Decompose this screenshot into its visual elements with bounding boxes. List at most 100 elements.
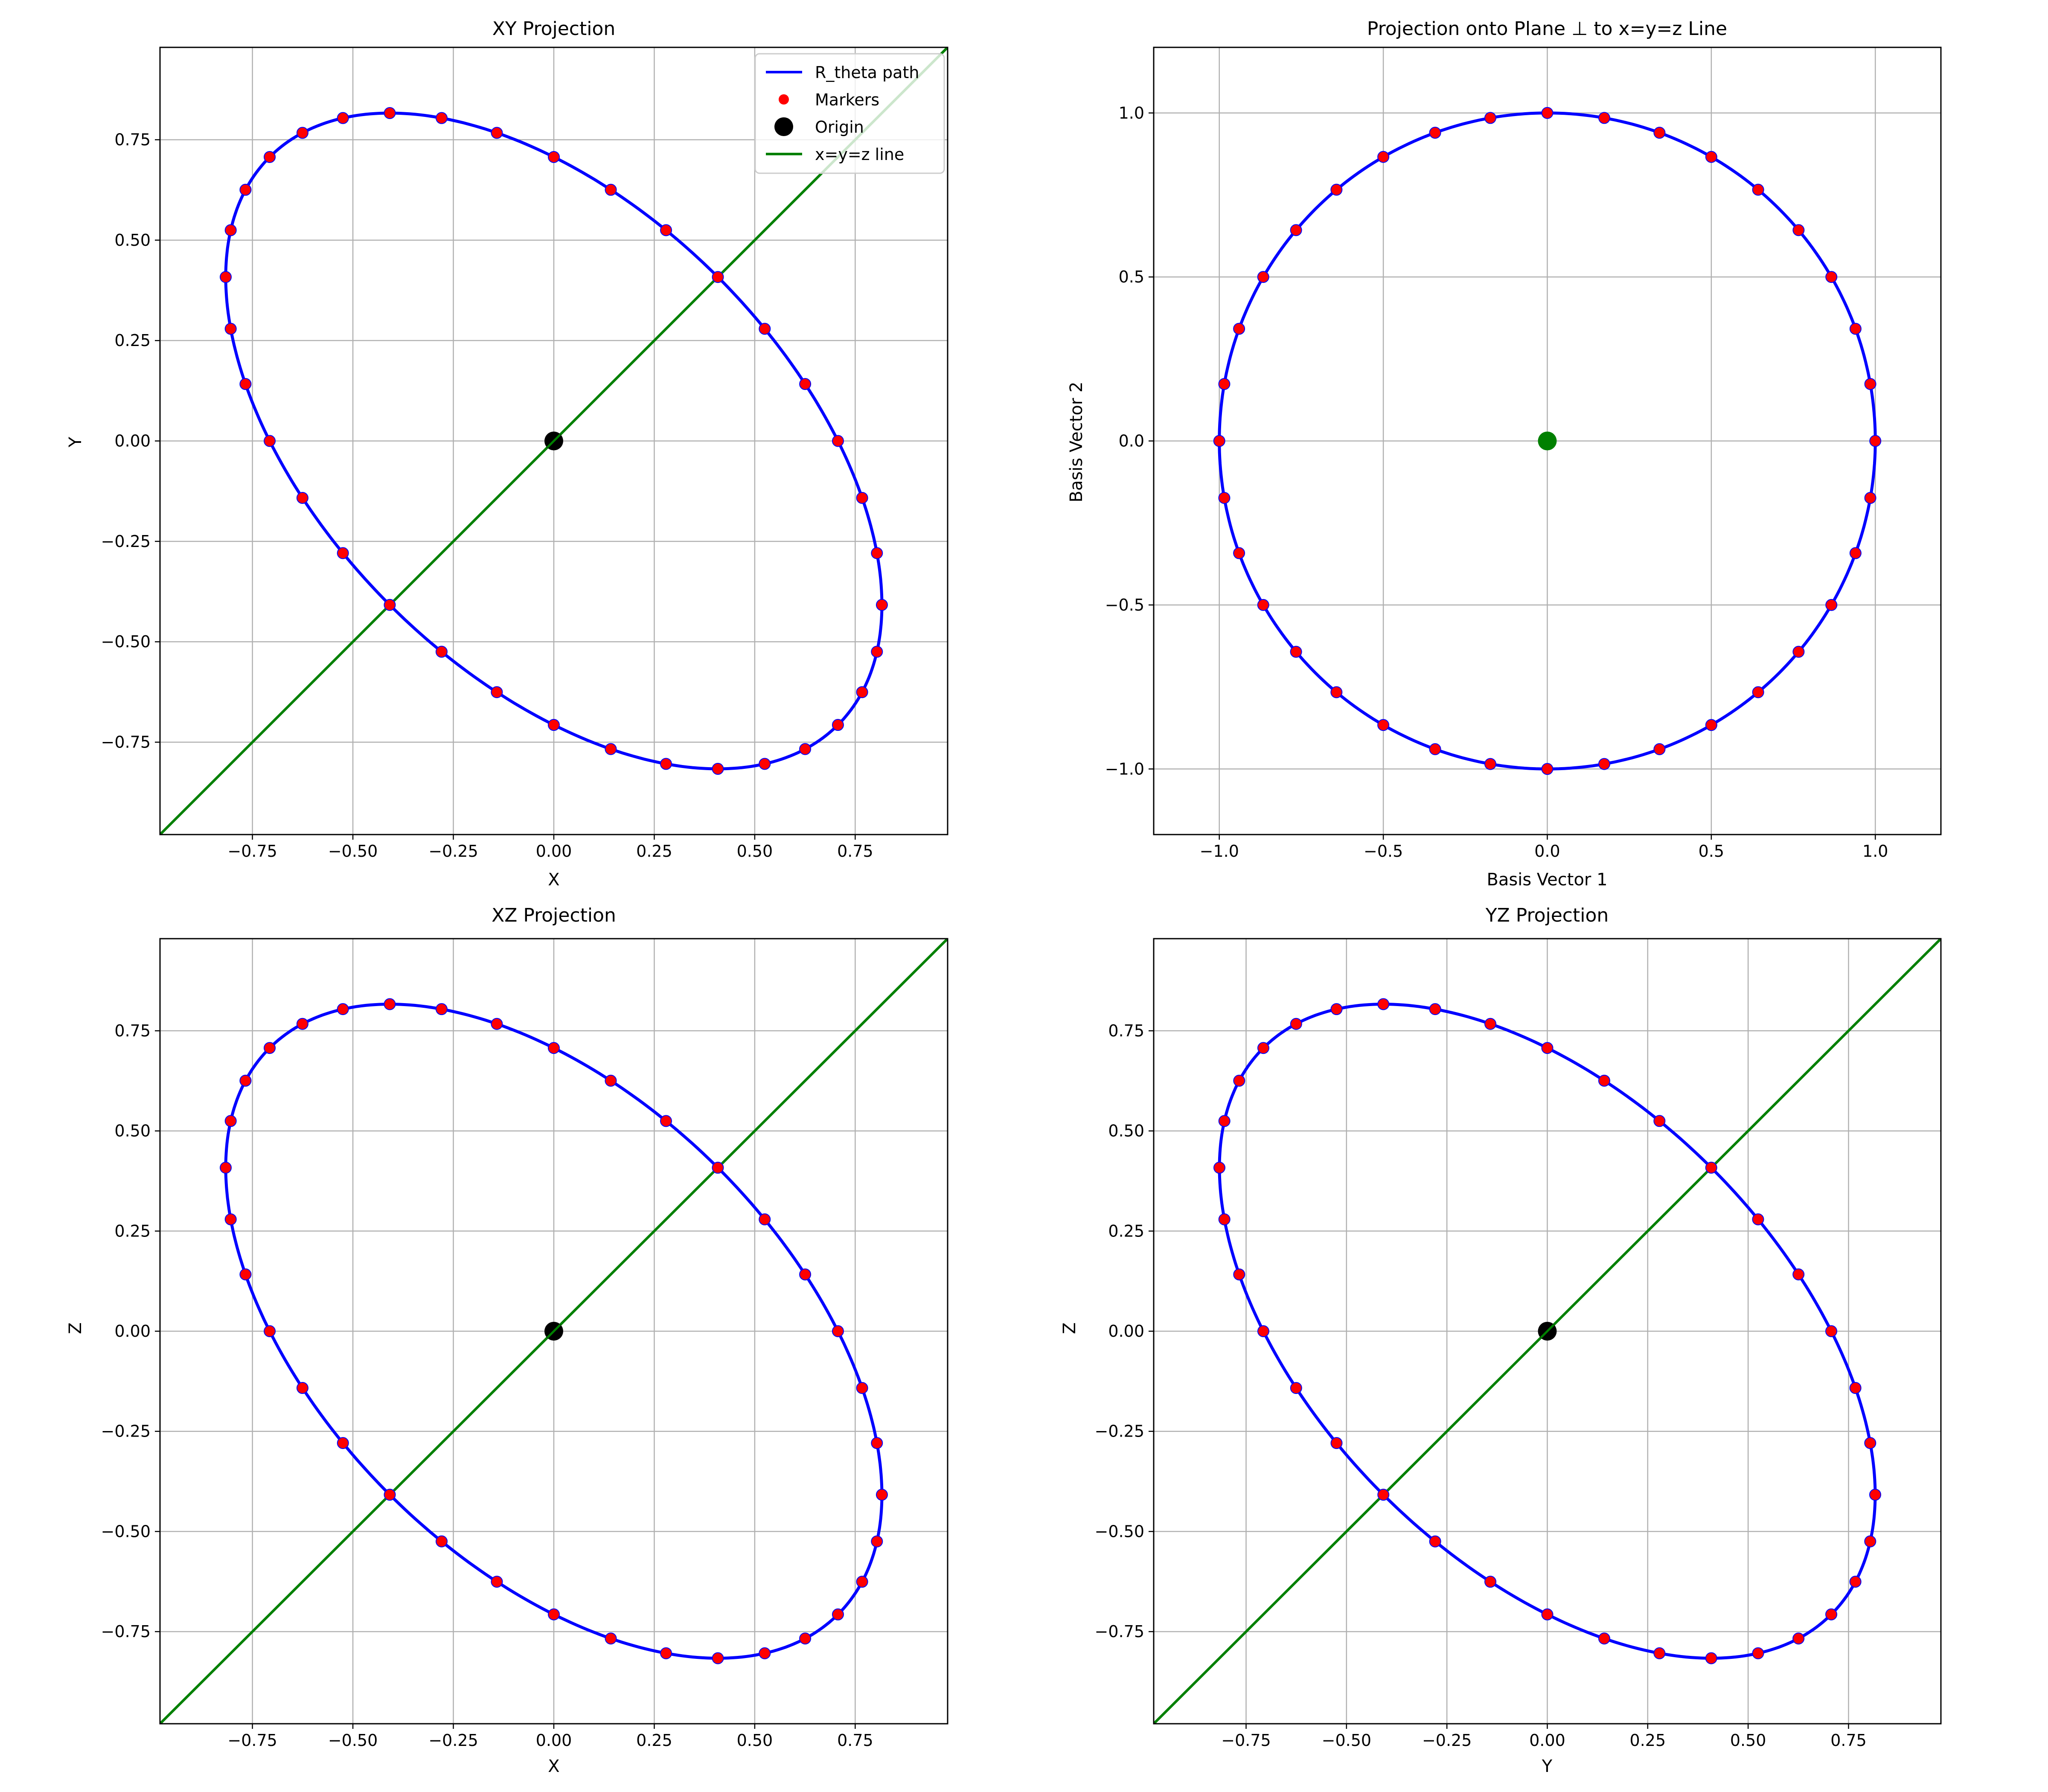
panel-xy: XY Projection −0.75 −0.50 −0.25 0.00 0.25 0.5… <box>66 18 948 890</box>
x-tick-label: −0.75 <box>227 1731 277 1750</box>
marker-point <box>1541 1608 1553 1620</box>
marker-point <box>1849 323 1862 335</box>
marker-point <box>1290 1382 1302 1394</box>
marker-point <box>1257 599 1269 611</box>
marker-point <box>660 758 672 770</box>
marker-point <box>1598 1074 1610 1087</box>
y-tick-label: 1.0 <box>1119 104 1144 122</box>
marker-point <box>1705 1161 1717 1174</box>
x-tick-label: −0.5 <box>1364 842 1403 861</box>
marker-point <box>712 1652 724 1664</box>
marker-point <box>1752 183 1764 196</box>
marker-point <box>1825 599 1838 611</box>
marker-point <box>1484 112 1497 124</box>
x-tick-label: −1.0 <box>1200 842 1239 861</box>
marker-point <box>548 151 560 163</box>
marker-point <box>1290 224 1302 236</box>
y-tick-label: 0.25 <box>1108 1222 1144 1240</box>
marker-point <box>1825 271 1838 283</box>
x-axis-label: X <box>548 1757 559 1776</box>
y-ticks: −0.75 −0.50 −0.25 0.00 0.25 0.50 0.75 <box>101 131 160 751</box>
x-tick-label: 0.75 <box>1830 1731 1867 1750</box>
legend-entry-line: x=y=z line <box>815 145 904 164</box>
marker-point <box>1705 151 1717 163</box>
y-tick-label: 0.50 <box>1108 1122 1144 1140</box>
panel-xz: XZ Projection −0.75 −0.50 −0.25 0.00 0.25 0.5… <box>66 905 948 1776</box>
y-tick-label: −0.25 <box>101 1422 151 1441</box>
marker-point <box>856 686 868 698</box>
marker-point <box>384 107 396 119</box>
marker-point <box>871 1437 883 1449</box>
marker-point <box>1541 763 1553 775</box>
series <box>160 47 948 835</box>
marker-point <box>436 112 448 124</box>
marker-point <box>1484 1018 1497 1030</box>
marker-point <box>605 743 617 755</box>
marker-point <box>1541 1042 1553 1054</box>
y-tick-label: 0.25 <box>114 1222 151 1240</box>
x-tick-label: 0.75 <box>837 1731 873 1750</box>
marker-point <box>1825 1325 1838 1337</box>
marker-point <box>296 1382 308 1394</box>
x-axis-label: X <box>548 870 559 890</box>
y-axis-label: Y <box>66 436 85 448</box>
marker-point <box>876 1489 888 1501</box>
y-tick-label: 0.50 <box>114 1122 151 1140</box>
marker-point <box>1598 112 1610 124</box>
marker-point <box>1849 1382 1862 1394</box>
marker-point <box>224 1213 237 1225</box>
origin-line-overlay <box>547 1324 561 1338</box>
axes-frame <box>1153 47 1942 835</box>
x-tick-label: 0.5 <box>1699 842 1724 861</box>
marker-point <box>1429 743 1441 755</box>
x-tick-label: 0.25 <box>1630 1731 1666 1750</box>
marker-point <box>1218 1213 1231 1225</box>
y-tick-label: −0.50 <box>1095 1522 1144 1541</box>
legend-markers-swatch <box>779 94 789 105</box>
marker-point <box>296 1018 308 1030</box>
marker-point <box>759 758 771 770</box>
x-tick-label: −0.25 <box>428 1731 478 1750</box>
marker-point <box>1825 1608 1838 1620</box>
y-tick-label: −0.25 <box>101 532 151 551</box>
x-ticks: −0.75 −0.50 −0.25 0.00 0.25 0.50 0.75 <box>227 835 873 861</box>
marker-point <box>337 1003 349 1015</box>
x-tick-label: 0.50 <box>737 1731 773 1750</box>
marker-point <box>1752 686 1764 698</box>
marker-point <box>605 1074 617 1087</box>
legend-entry-markers: Markers <box>815 90 879 109</box>
x-tick-label: 0.0 <box>1534 842 1560 861</box>
marker-point <box>435 1003 448 1015</box>
y-axis-label: Z <box>1060 1322 1079 1334</box>
marker-point <box>871 547 883 559</box>
marker-point <box>1792 1268 1805 1280</box>
marker-point <box>1484 758 1497 770</box>
marker-point <box>1653 1647 1666 1659</box>
marker-point <box>264 435 276 447</box>
marker-point <box>1290 646 1302 658</box>
marker-point <box>296 127 308 139</box>
marker-point <box>491 127 503 139</box>
legend-entry-origin: Origin <box>815 118 864 137</box>
marker-point <box>832 435 844 447</box>
y-tick-label: 0.5 <box>1119 268 1144 286</box>
y-ticks: −0.75 −0.50 −0.25 0.00 0.25 0.50 0.75 <box>101 1021 160 1641</box>
marker-point <box>547 1042 560 1054</box>
marker-point <box>660 1647 672 1659</box>
series <box>1213 107 1882 775</box>
marker-point <box>1869 1489 1881 1501</box>
marker-point <box>224 224 237 236</box>
marker-point <box>1330 183 1343 196</box>
marker-point <box>871 1535 883 1548</box>
legend-entry-path: R_theta path <box>815 63 919 82</box>
marker-point <box>1792 646 1805 658</box>
marker-point <box>856 1382 868 1394</box>
marker-point <box>1598 1632 1610 1645</box>
marker-point <box>384 998 396 1010</box>
marker-point <box>1377 998 1390 1010</box>
marker-point <box>1377 1489 1390 1501</box>
y-tick-label: 0.00 <box>114 1322 151 1341</box>
marker-point <box>1864 378 1876 390</box>
x-ticks: −0.75 −0.50 −0.25 0.00 0.25 0.50 0.75 <box>227 1724 873 1750</box>
panel-perpendicular-plane: Projection onto Plane ⊥ to x=y=z Line −1… <box>1067 18 1942 890</box>
